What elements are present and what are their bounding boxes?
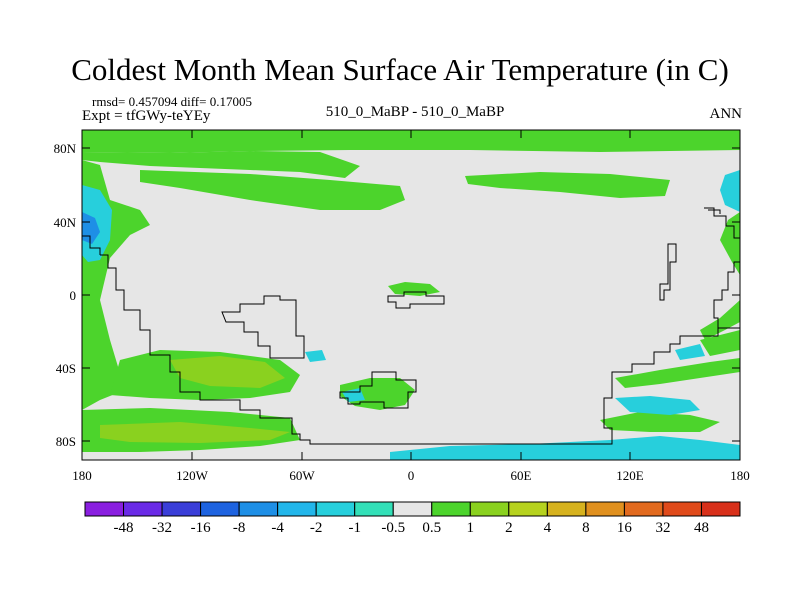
- lon-label-180w: 180: [72, 468, 92, 483]
- east-south-green: [700, 330, 740, 356]
- colorbar-swatch: [161, 501, 202, 517]
- lon-label-60w: 60W: [289, 468, 315, 483]
- colorbar-labels: -48 -32 -16 -8 -4 -2 -1 -0.5 0.5 1 2 4 8 16 32 48: [114, 520, 709, 536]
- colorbar-label: -48: [114, 520, 134, 536]
- lon-label-120e: 120E: [616, 468, 644, 483]
- south-atlantic-continent-outline: [339, 371, 417, 409]
- colorbar-label: -0.5: [381, 520, 405, 536]
- colorbar-label: 8: [582, 520, 590, 536]
- continent-outlines: [82, 207, 740, 445]
- colorbar-swatch: [354, 501, 394, 517]
- lat-ticks: [82, 147, 740, 442]
- colorbar-swatch: [392, 501, 433, 517]
- southwest-continent-outline: [100, 254, 740, 445]
- east-small-outline: [708, 209, 721, 214]
- lat-label-0: 0: [70, 288, 77, 303]
- lat-label-40s: 40S: [56, 361, 76, 376]
- southern-ocean-lightgreen-band: [100, 422, 290, 443]
- colorbar-swatch: [508, 501, 548, 517]
- colorbar-label: -4: [271, 520, 284, 536]
- colorbar-swatch: [431, 501, 471, 517]
- east-pacific-green: [700, 300, 740, 340]
- colorbar-label: -2: [310, 520, 323, 536]
- colorbar-swatch: [123, 501, 163, 517]
- siberia-green: [465, 172, 670, 198]
- south-indian-cyan: [615, 396, 700, 415]
- colorbar: [84, 501, 741, 517]
- north-pacific-green: [140, 170, 405, 210]
- lat-label-80s: 80S: [56, 434, 76, 449]
- stats-text: rmsd= 0.457094 diff= 0.17005: [92, 94, 252, 109]
- lon-label-180e: 180: [730, 468, 750, 483]
- colorbar-swatch: [238, 501, 279, 517]
- period-label: ANN: [709, 106, 743, 122]
- colorbar-label: -1: [348, 520, 361, 536]
- colorbar-swatch: [200, 501, 240, 517]
- colorbar-swatch: [546, 501, 587, 517]
- colorbar-label: 48: [694, 520, 709, 536]
- colorbar-label: -32: [152, 520, 172, 536]
- colorbar-label: -8: [233, 520, 246, 536]
- lon-label-120w: 120W: [176, 468, 209, 483]
- colorbar-label: 0.5: [422, 520, 441, 536]
- colorbar-label: -16: [191, 520, 211, 536]
- east-coast-outline: [704, 207, 740, 328]
- experiment-label: Expt = tfGWy-teYEy: [82, 108, 211, 124]
- colorbar-label: 32: [655, 520, 670, 536]
- colorbar-label: 1: [467, 520, 475, 536]
- east-edge-green: [720, 212, 740, 275]
- lon-label-60e: 60E: [511, 468, 532, 483]
- colorbar-label: 2: [505, 520, 513, 536]
- colorbar-swatch: [700, 501, 741, 517]
- colorbar-swatch: [277, 501, 317, 517]
- anomaly-fields: [82, 130, 740, 460]
- arctic-green-band: [82, 130, 740, 153]
- east-south-cyan: [675, 344, 705, 360]
- southern-green-band-east: [600, 412, 720, 432]
- equatorial-green: [388, 282, 440, 296]
- west-coast-outline: [82, 235, 101, 255]
- south-indian-green: [615, 358, 740, 388]
- colorbar-swatch: [662, 501, 702, 517]
- south-pacific-cyan: [305, 350, 326, 362]
- east-edge-cyan: [720, 170, 740, 212]
- map-title: Coldest Month Mean Surface Air Temperatu…: [71, 52, 729, 87]
- central-continent-outline: [221, 295, 305, 359]
- colorbar-swatch: [469, 501, 510, 517]
- colorbar-swatch: [84, 501, 125, 517]
- colorbar-swatch: [315, 501, 356, 517]
- colorbar-label: 16: [617, 520, 633, 536]
- southern-cyan-band: [390, 436, 740, 460]
- lon-ticks: [191, 130, 631, 460]
- comparison-label: 510_0_MaBP - 510_0_MaBP: [325, 104, 505, 120]
- southern-ocean-lightgreen-west: [170, 356, 285, 388]
- colorbar-label: 4: [544, 520, 552, 536]
- lat-label-40n: 40N: [54, 215, 77, 230]
- east-island-outline: [659, 243, 677, 301]
- arctic-green-band-2: [82, 151, 360, 178]
- equatorial-island-outline: [387, 291, 445, 309]
- south-atlantic-green: [340, 378, 415, 410]
- colorbar-swatch: [585, 501, 625, 517]
- lat-label-80n: 80N: [54, 141, 77, 156]
- colorbar-swatch: [623, 501, 664, 517]
- lon-label-0: 0: [408, 468, 415, 483]
